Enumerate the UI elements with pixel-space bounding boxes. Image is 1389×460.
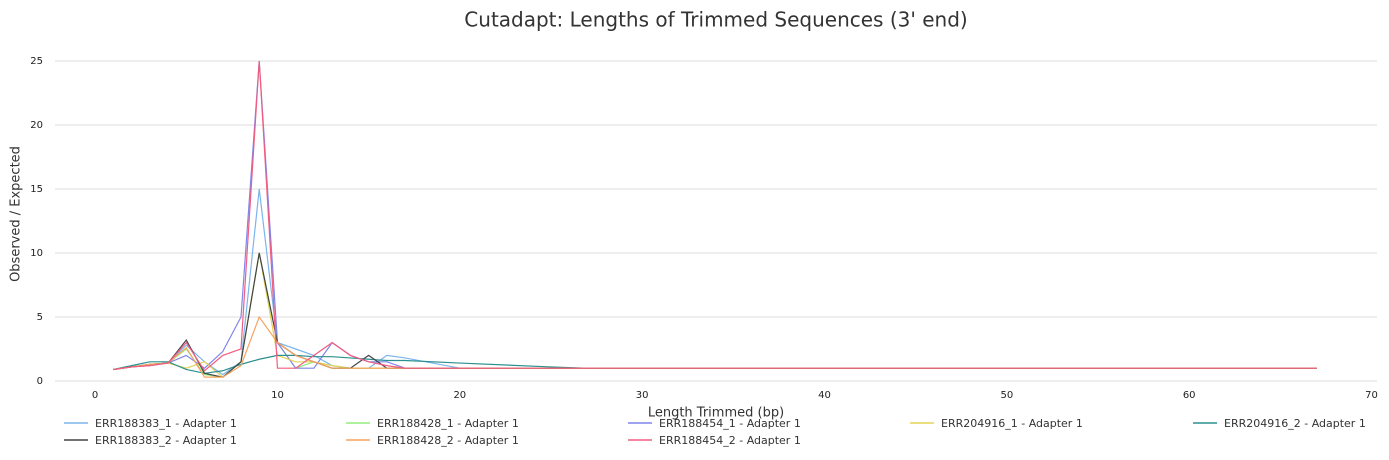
series-line	[113, 252, 1317, 378]
legend-label: ERR188383_1 - Adapter 1	[95, 417, 237, 430]
x-tick-label: 20	[453, 390, 466, 401]
series-line	[113, 60, 1317, 372]
y-tick-label: 15	[30, 184, 43, 195]
y-tick-label: 0	[37, 376, 43, 387]
x-tick-label: 40	[818, 390, 831, 401]
series-line	[113, 252, 1317, 378]
legend-label: ERR188428_2 - Adapter 1	[377, 434, 519, 447]
series-line	[113, 354, 1317, 374]
x-tick-label: 50	[1000, 390, 1013, 401]
y-axis-label: Observed / Expected	[9, 146, 24, 282]
series-line	[113, 60, 1317, 371]
legend-label: ERR204916_1 - Adapter 1	[941, 417, 1083, 430]
x-axis-label: Length Trimmed (bp)	[648, 406, 784, 421]
legend-label: ERR188454_1 - Adapter 1	[659, 417, 801, 430]
series-line	[113, 188, 1317, 376]
y-tick-label: 10	[30, 248, 43, 259]
chart-title: Cutadapt: Lengths of Trimmed Sequences (…	[464, 8, 967, 32]
legend-label: ERR188428_1 - Adapter 1	[377, 417, 519, 430]
legend-label: ERR188383_2 - Adapter 1	[95, 434, 237, 447]
legend-label: ERR204916_2 - Adapter 1	[1224, 417, 1366, 430]
x-tick-label: 0	[92, 390, 98, 401]
legend-label: ERR188454_2 - Adapter 1	[659, 434, 801, 447]
x-tick-label: 70	[1365, 390, 1378, 401]
series-line	[113, 252, 1317, 378]
y-tick-label: 5	[37, 312, 43, 323]
x-tick-label: 30	[636, 390, 649, 401]
y-tick-label: 20	[30, 120, 43, 131]
x-tick-label: 60	[1183, 390, 1196, 401]
y-tick-label: 25	[30, 56, 43, 67]
x-tick-label: 10	[271, 390, 284, 401]
